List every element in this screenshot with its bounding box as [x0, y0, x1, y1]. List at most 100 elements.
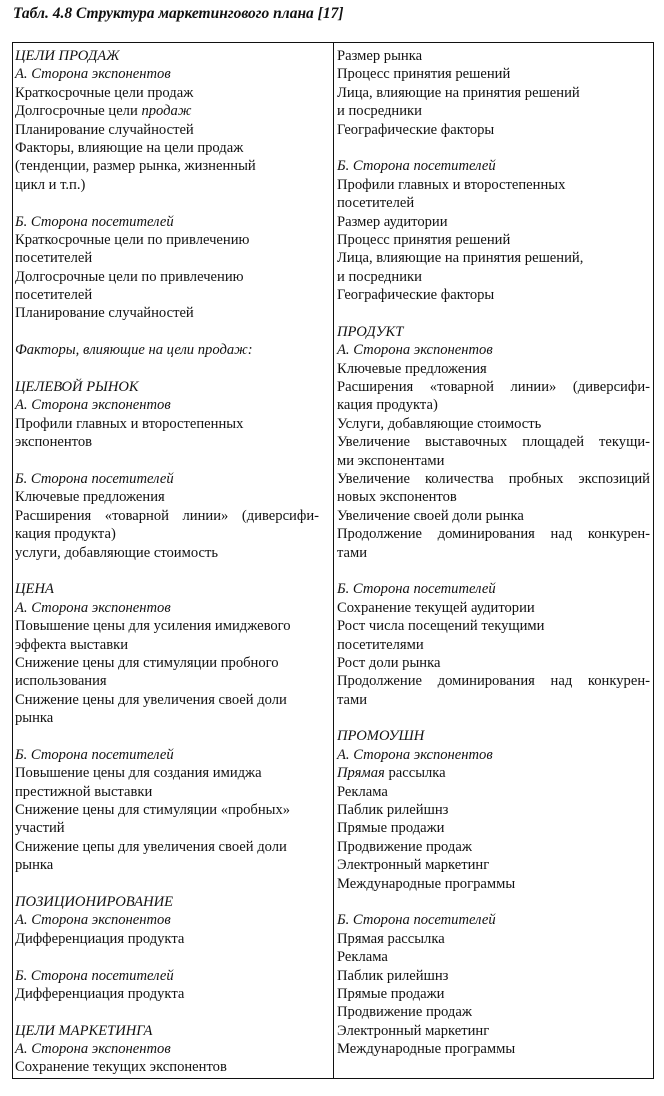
line-text: ПРОДУКТ	[337, 323, 404, 340]
table-caption: Табл. 4.8 Структура маркетингового плана…	[13, 5, 344, 22]
table-line: рынка	[15, 856, 319, 874]
table-line: Международные программы	[337, 1040, 650, 1058]
line-text: Сохранение текущих экспонентов	[15, 1059, 227, 1076]
line-text: А. Сторона экспонентов	[337, 746, 493, 763]
blank-line	[15, 323, 319, 341]
table-line: тами	[337, 544, 650, 562]
line-text: кация продукта)	[337, 397, 438, 414]
table-line: А. Сторона экспонентов	[15, 65, 319, 83]
table-line: Увеличение количества пробных экспозиций	[337, 470, 650, 488]
line-text: ЦЕНА	[15, 581, 54, 598]
line-text: Ключевые предложения	[337, 360, 487, 377]
line-text: Увеличение выставочных площадей текущи-	[337, 434, 650, 451]
table-line: Планирование случайностей	[15, 304, 319, 322]
table-line: Расширения «товарной линии» (диверсифи-	[337, 378, 650, 396]
table-line: новых экспонентов	[337, 488, 650, 506]
line-text: услуги, добавляющие стоимость	[15, 544, 219, 561]
line-text: рынка	[15, 710, 54, 727]
left-column: ЦЕЛИ ПРОДАЖ А. Сторона экспонентов Краткос…	[15, 47, 319, 1077]
table-line: А. Сторона экспонентов	[15, 396, 319, 414]
line-text: Рост доли рынка	[337, 654, 441, 671]
line-text: Прямая	[337, 765, 385, 782]
line-text: Увеличение количества пробных экспозиций	[337, 470, 650, 487]
table-line: кация продукта)	[337, 396, 650, 414]
table-line: Б. Сторона посетителей	[15, 213, 319, 231]
line-text: Снижение цены для стимуляции пробного	[15, 654, 279, 671]
line-text: Повышение цены для усиления имиджевого	[15, 618, 291, 635]
table-line: Б. Сторона посетителей	[15, 746, 319, 764]
line-text: Географические факторы	[337, 287, 495, 304]
line-text: участий	[15, 820, 65, 837]
table-line: Прямая рассылка	[337, 930, 650, 948]
table-line: кация продукта)	[15, 525, 319, 543]
line-text: Услуги, добавляющие стоимость	[337, 415, 542, 432]
line-text: Б. Сторона посетителей	[15, 470, 174, 487]
table-line: Снижение цены для стимуляции пробного	[15, 654, 319, 672]
line-text: цикл и т.п.)	[15, 176, 86, 193]
blank-line	[337, 139, 650, 157]
table-line: престижной выставки	[15, 783, 319, 801]
line-text: Продолжение доминирования над конкурен-	[337, 526, 650, 543]
table-line: Лица, влияющие на принятия решений	[337, 84, 650, 102]
line-text: Лица, влияющие на принятия решений	[337, 84, 580, 101]
table-line: Расширения «товарной линии» (диверсифи-	[15, 507, 319, 525]
table-line: Сохранение текущих экспонентов	[15, 1058, 319, 1076]
table-line: Б. Сторона посетителей	[337, 911, 650, 929]
table-line: Прямые продажи	[337, 819, 650, 837]
line-text: Б. Сторона посетителей	[337, 581, 496, 598]
line-text: Б. Сторона посетителей	[15, 746, 174, 763]
table-line: экспонентов	[15, 433, 319, 451]
table-line: Б. Сторона посетителей	[337, 580, 650, 598]
table-line: Паблик рилейшнз	[337, 967, 650, 985]
line-text: ЦЕЛИ МАРКЕТИНГА	[15, 1022, 153, 1039]
table-line: ми экспонентами	[337, 452, 650, 470]
line-text: Рост числа посещений текущими	[337, 618, 545, 635]
line-text: Б. Сторона посетителей	[15, 967, 174, 984]
line-text: престижной выставки	[15, 783, 153, 800]
line-text: экспонентов	[15, 434, 93, 451]
table-line: Реклама	[337, 948, 650, 966]
table-line: и посредники	[337, 102, 650, 120]
table-line: А. Сторона экспонентов	[15, 1040, 319, 1058]
line-text: ми экспонентами	[337, 452, 445, 469]
line-text: и посредники	[337, 268, 422, 285]
line-text: эффекта выставки	[15, 636, 129, 653]
line-text: продаж	[141, 103, 192, 120]
line-text: Снижение цены для стимуляции «пробных»	[15, 802, 291, 819]
blank-line	[15, 562, 319, 580]
table-line: Б. Сторона посетителей	[15, 470, 319, 488]
table-line: Продолжение доминирования над конкурен-	[337, 672, 650, 690]
table-line: Прямая рассылка	[337, 764, 650, 782]
table-line: А. Сторона экспонентов	[337, 746, 650, 764]
table-line: Электронный маркетинг	[337, 856, 650, 874]
line-text: посетителей	[15, 250, 93, 267]
line-text: Б. Сторона посетителей	[15, 213, 174, 230]
line-text: Сохранение текущей аудитории	[337, 599, 535, 616]
table-line: посетителей	[15, 286, 319, 304]
table-line: Дифференциация продукта	[15, 930, 319, 948]
table-line: Географические факторы	[337, 121, 650, 139]
blank-line	[15, 452, 319, 470]
line-text: Профили главных и второстепенных	[15, 415, 244, 432]
line-text: посетителями	[337, 636, 424, 653]
line-text: Размер рынка	[337, 48, 423, 64]
blank-line	[15, 875, 319, 893]
blank-line	[337, 562, 650, 580]
line-text: Паблик рилейшнз	[337, 967, 449, 984]
column-divider	[333, 42, 334, 1079]
table-line: Размер аудитории	[337, 213, 650, 231]
table-line: Б. Сторона посетителей	[337, 157, 650, 175]
line-text: Краткосрочные цели продаж	[15, 84, 194, 101]
table-line: Долгосрочные цели по привлечению	[15, 268, 319, 286]
table-line: Ключевые предложения	[337, 360, 650, 378]
table-line: Паблик рилейшнз	[337, 801, 650, 819]
table-line: Дифференциация продукта	[15, 985, 319, 1003]
table-line: Краткосрочные цели продаж	[15, 84, 319, 102]
line-text: Б. Сторона посетителей	[337, 158, 496, 175]
table-line: Рост доли рынка	[337, 654, 650, 672]
table-line: тами	[337, 691, 650, 709]
line-text: Снижение цены для увеличения своей доли	[15, 691, 287, 708]
table-line: Реклама	[337, 783, 650, 801]
table-line: Профили главных и второстепенных	[337, 176, 650, 194]
table-line: Планирование случайностей	[15, 121, 319, 139]
